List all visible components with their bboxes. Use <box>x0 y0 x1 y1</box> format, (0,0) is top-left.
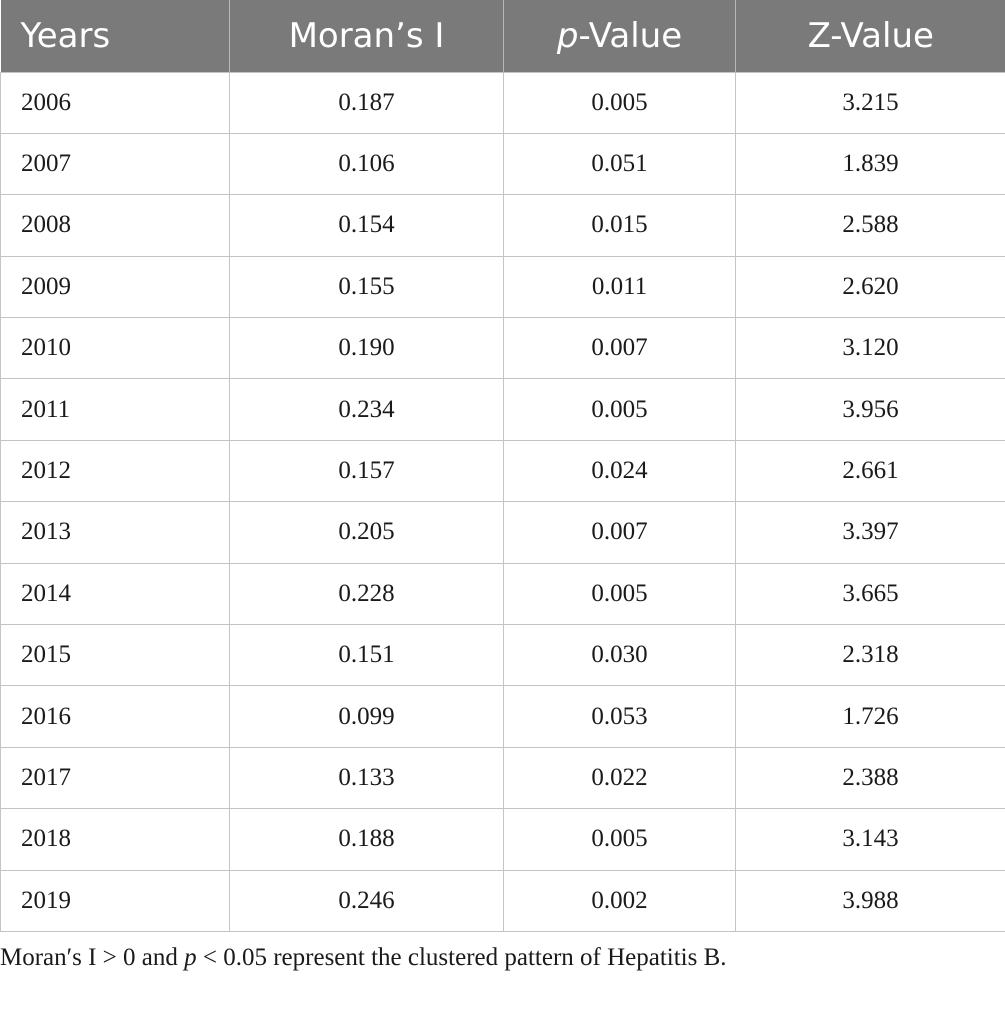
cell-p-value: 0.022 <box>503 746 736 810</box>
cell-morans-i: 0.154 <box>229 194 504 257</box>
table-row: 2016 0.099 0.053 1.726 <box>0 685 1005 748</box>
table-header: Years Moran’s I p-Value Z-Value <box>0 0 1005 72</box>
cell-year: 2013 <box>0 501 230 564</box>
footnote-part1: Moran′s I > 0 and <box>0 944 185 971</box>
footnote-part2: < 0.05 represent the clustered pattern o… <box>196 944 727 971</box>
table-row: 2010 0.190 0.007 3.120 <box>0 317 1005 380</box>
cell-year: 2014 <box>0 562 230 626</box>
cell-year: 2006 <box>0 71 230 134</box>
cell-z-value: 3.120 <box>735 317 1005 380</box>
header-years: Years <box>0 0 230 72</box>
header-z-value: Z-Value <box>735 0 1005 72</box>
table-row: 2014 0.228 0.005 3.665 <box>0 562 1005 626</box>
table-row: 2017 0.133 0.022 2.388 <box>0 746 1005 810</box>
table-row: 2011 0.234 0.005 3.956 <box>0 378 1005 441</box>
cell-p-value: 0.053 <box>503 685 736 748</box>
table-body: 2006 0.187 0.005 3.215 2007 0.106 0.051 1.839 20… <box>0 71 1005 932</box>
table-row: 2015 0.151 0.030 2.318 <box>0 624 1005 687</box>
cell-year: 2007 <box>0 132 230 196</box>
cell-z-value: 2.620 <box>735 255 1005 319</box>
header-p-rest: -Value <box>578 15 683 56</box>
table-row: 2008 0.154 0.015 2.588 <box>0 194 1005 257</box>
cell-p-value: 0.005 <box>503 808 736 871</box>
table-row: 2009 0.155 0.011 2.620 <box>0 255 1005 319</box>
header-row: Years Moran’s I p-Value Z-Value <box>0 0 1005 72</box>
cell-morans-i: 0.155 <box>229 255 504 319</box>
cell-year: 2016 <box>0 685 230 748</box>
cell-z-value: 1.839 <box>735 132 1005 196</box>
cell-year: 2011 <box>0 378 230 441</box>
cell-z-value: 2.661 <box>735 439 1005 503</box>
header-p-italic: p <box>556 15 579 56</box>
cell-z-value: 2.588 <box>735 194 1005 257</box>
cell-year: 2009 <box>0 255 230 319</box>
cell-year: 2010 <box>0 317 230 380</box>
table-row: 2012 0.157 0.024 2.661 <box>0 439 1005 503</box>
cell-year: 2015 <box>0 624 230 687</box>
cell-year: 2018 <box>0 808 230 871</box>
cell-morans-i: 0.151 <box>229 624 504 687</box>
cell-p-value: 0.007 <box>503 501 736 564</box>
cell-z-value: 2.318 <box>735 624 1005 687</box>
cell-z-value: 3.988 <box>735 869 1005 932</box>
cell-morans-i: 0.099 <box>229 685 504 748</box>
cell-morans-i: 0.188 <box>229 808 504 871</box>
cell-z-value: 2.388 <box>735 746 1005 810</box>
cell-morans-i: 0.246 <box>229 869 504 932</box>
cell-z-value: 3.956 <box>735 378 1005 441</box>
cell-p-value: 0.030 <box>503 624 736 687</box>
cell-p-value: 0.005 <box>503 378 736 441</box>
cell-z-value: 3.665 <box>735 562 1005 626</box>
header-morans-i: Moran’s I <box>229 0 504 72</box>
footnote-p-italic: p <box>184 944 197 971</box>
table-footnote: Moran′s I > 0 and p < 0.05 represent the… <box>0 944 1005 972</box>
header-p-value: p-Value <box>503 0 736 72</box>
cell-year: 2019 <box>0 869 230 932</box>
cell-morans-i: 0.106 <box>229 132 504 196</box>
table-row: 2006 0.187 0.005 3.215 <box>0 71 1005 134</box>
table-row: 2013 0.205 0.007 3.397 <box>0 501 1005 564</box>
cell-morans-i: 0.133 <box>229 746 504 810</box>
cell-z-value: 1.726 <box>735 685 1005 748</box>
table-row: 2007 0.106 0.051 1.839 <box>0 132 1005 196</box>
cell-p-value: 0.015 <box>503 194 736 257</box>
cell-p-value: 0.005 <box>503 562 736 626</box>
cell-z-value: 3.215 <box>735 71 1005 134</box>
cell-p-value: 0.005 <box>503 71 736 134</box>
cell-p-value: 0.002 <box>503 869 736 932</box>
cell-z-value: 3.397 <box>735 501 1005 564</box>
cell-morans-i: 0.190 <box>229 317 504 380</box>
cell-p-value: 0.011 <box>503 255 736 319</box>
results-table-container: Years Moran’s I p-Value Z-Value 2006 0.18… <box>0 0 1005 932</box>
cell-p-value: 0.024 <box>503 439 736 503</box>
cell-year: 2017 <box>0 746 230 810</box>
cell-z-value: 3.143 <box>735 808 1005 871</box>
cell-morans-i: 0.228 <box>229 562 504 626</box>
cell-year: 2012 <box>0 439 230 503</box>
table-row: 2018 0.188 0.005 3.143 <box>0 808 1005 871</box>
cell-morans-i: 0.157 <box>229 439 504 503</box>
cell-morans-i: 0.187 <box>229 71 504 134</box>
cell-year: 2008 <box>0 194 230 257</box>
table-row: 2019 0.246 0.002 3.988 <box>0 869 1005 932</box>
cell-p-value: 0.051 <box>503 132 736 196</box>
cell-morans-i: 0.205 <box>229 501 504 564</box>
morans-i-table: Years Moran’s I p-Value Z-Value 2006 0.18… <box>0 0 1005 932</box>
cell-morans-i: 0.234 <box>229 378 504 441</box>
cell-p-value: 0.007 <box>503 317 736 380</box>
